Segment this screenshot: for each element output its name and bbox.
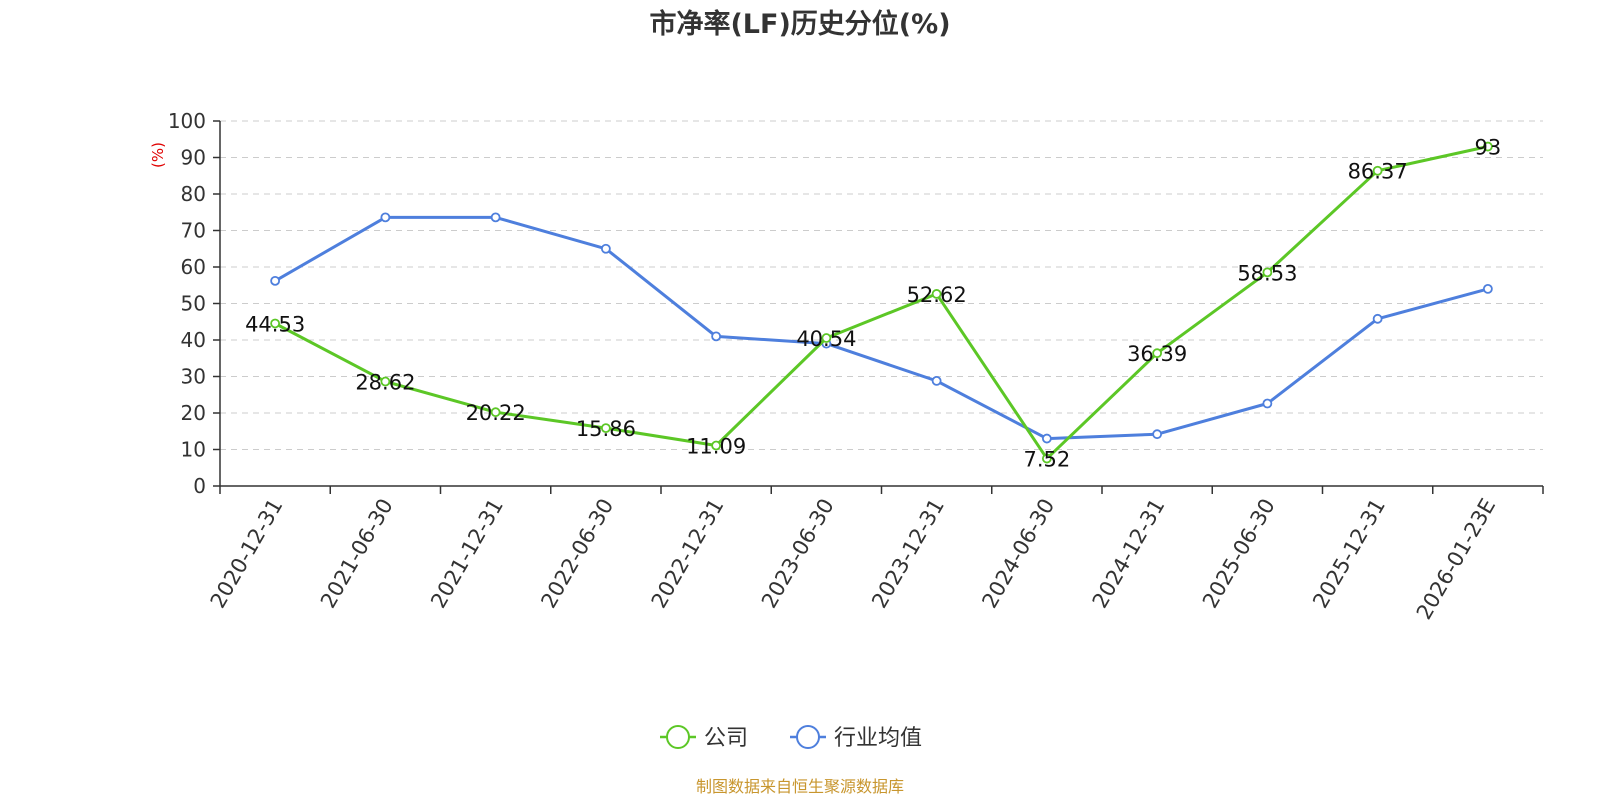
- data-point[interactable]: [821, 333, 832, 343]
- legend-marker: [796, 725, 820, 749]
- data-label: 52.62: [907, 283, 967, 307]
- x-tick-label: 2023-06-30: [757, 495, 839, 613]
- legend-item-1[interactable]: 行业均值: [790, 725, 922, 751]
- data-point[interactable]: [1152, 348, 1163, 359]
- data-point[interactable]: [1152, 429, 1163, 440]
- data-point[interactable]: [270, 318, 281, 329]
- data-point[interactable]: [711, 331, 722, 342]
- data-point[interactable]: [1041, 453, 1052, 464]
- legend[interactable]: 公司 行业均值: [660, 725, 922, 751]
- x-tick-label: 2021-12-31: [426, 495, 508, 613]
- x-tick-label: 2026-01-23E: [1412, 495, 1500, 624]
- y-tick-label: 90: [181, 146, 206, 170]
- data-point[interactable]: [1372, 165, 1383, 176]
- legend-label: 行业均值: [834, 726, 922, 751]
- data-point[interactable]: [1262, 398, 1273, 409]
- y-tick-labels: 0 10 20 30 40 50 60 70 80 90 100: [168, 109, 206, 498]
- chart-title: 市净率(LF)历史分位(%): [649, 8, 950, 40]
- data-point[interactable]: [931, 375, 942, 386]
- gridlines: [220, 120, 1543, 450]
- x-tick-label: 2021-06-30: [316, 495, 398, 613]
- data-label: 11.09: [686, 435, 746, 459]
- data-point[interactable]: [380, 376, 391, 387]
- data-label: 93: [1475, 136, 1502, 160]
- series-line-1: [274, 215, 1489, 441]
- x-tick-label: 2022-12-31: [647, 495, 729, 613]
- data-label: 44.53: [245, 312, 305, 336]
- data-labels: 44.53 28.62 20.22 15.86 11.09 40.54 52.62 7.52 3…: [245, 136, 1501, 472]
- y-tick-label: 30: [181, 365, 206, 389]
- y-tick-label: 80: [181, 182, 206, 206]
- data-point[interactable]: [711, 440, 722, 451]
- data-label: 36.39: [1127, 342, 1187, 366]
- y-axis-label: (%): [149, 142, 167, 168]
- data-label: 20.22: [466, 401, 526, 425]
- y-tick-label: 50: [181, 292, 206, 316]
- data-label: 7.52: [1023, 448, 1070, 472]
- data-point[interactable]: [600, 243, 611, 254]
- data-point[interactable]: [1372, 313, 1383, 324]
- data-label: 86.37: [1348, 160, 1408, 184]
- y-tick-label: 20: [181, 401, 206, 425]
- data-point[interactable]: [270, 275, 281, 286]
- data-label: 28.62: [355, 371, 415, 395]
- data-label: 40.54: [796, 327, 856, 351]
- data-point[interactable]: [1482, 141, 1493, 152]
- y-tick-label: 40: [181, 328, 206, 352]
- data-point[interactable]: [490, 407, 501, 418]
- x-tick-label: 2020-12-31: [206, 495, 288, 613]
- y-tick-label: 10: [181, 438, 206, 462]
- data-point[interactable]: [490, 212, 501, 223]
- x-tick-label: 2023-12-31: [867, 495, 949, 613]
- data-label: 15.86: [576, 417, 636, 441]
- x-tick-label: 2024-06-30: [977, 495, 1059, 613]
- y-tick-label: 100: [168, 109, 206, 133]
- x-tick-label: 2022-06-30: [536, 495, 618, 613]
- legend-marker: [666, 725, 690, 749]
- axes: [213, 120, 1544, 494]
- x-tick-labels: 2020-12-31 2021-06-30 2021-12-31 2022-06-30…: [206, 495, 1501, 624]
- series-line-0: [274, 145, 1489, 461]
- source-note: 制图数据来自恒生聚源数据库: [696, 777, 904, 796]
- data-point[interactable]: [1041, 433, 1052, 444]
- legend-label: 公司: [704, 726, 748, 751]
- y-tick-label: 0: [193, 474, 206, 498]
- x-tick-label: 2024-12-31: [1088, 495, 1170, 613]
- y-tick-label: 70: [181, 219, 206, 243]
- data-point[interactable]: [1482, 283, 1493, 294]
- x-tick-label: 2025-12-31: [1308, 495, 1390, 613]
- legend-item-0[interactable]: 公司: [660, 725, 748, 751]
- data-point[interactable]: [380, 212, 391, 223]
- y-tick-label: 60: [181, 255, 206, 279]
- series-group: [270, 141, 1493, 464]
- data-point[interactable]: [1262, 267, 1273, 278]
- data-point[interactable]: [600, 423, 611, 434]
- x-tick-label: 2025-06-30: [1198, 495, 1280, 613]
- data-label: 58.53: [1237, 261, 1297, 285]
- data-point[interactable]: [931, 289, 942, 299]
